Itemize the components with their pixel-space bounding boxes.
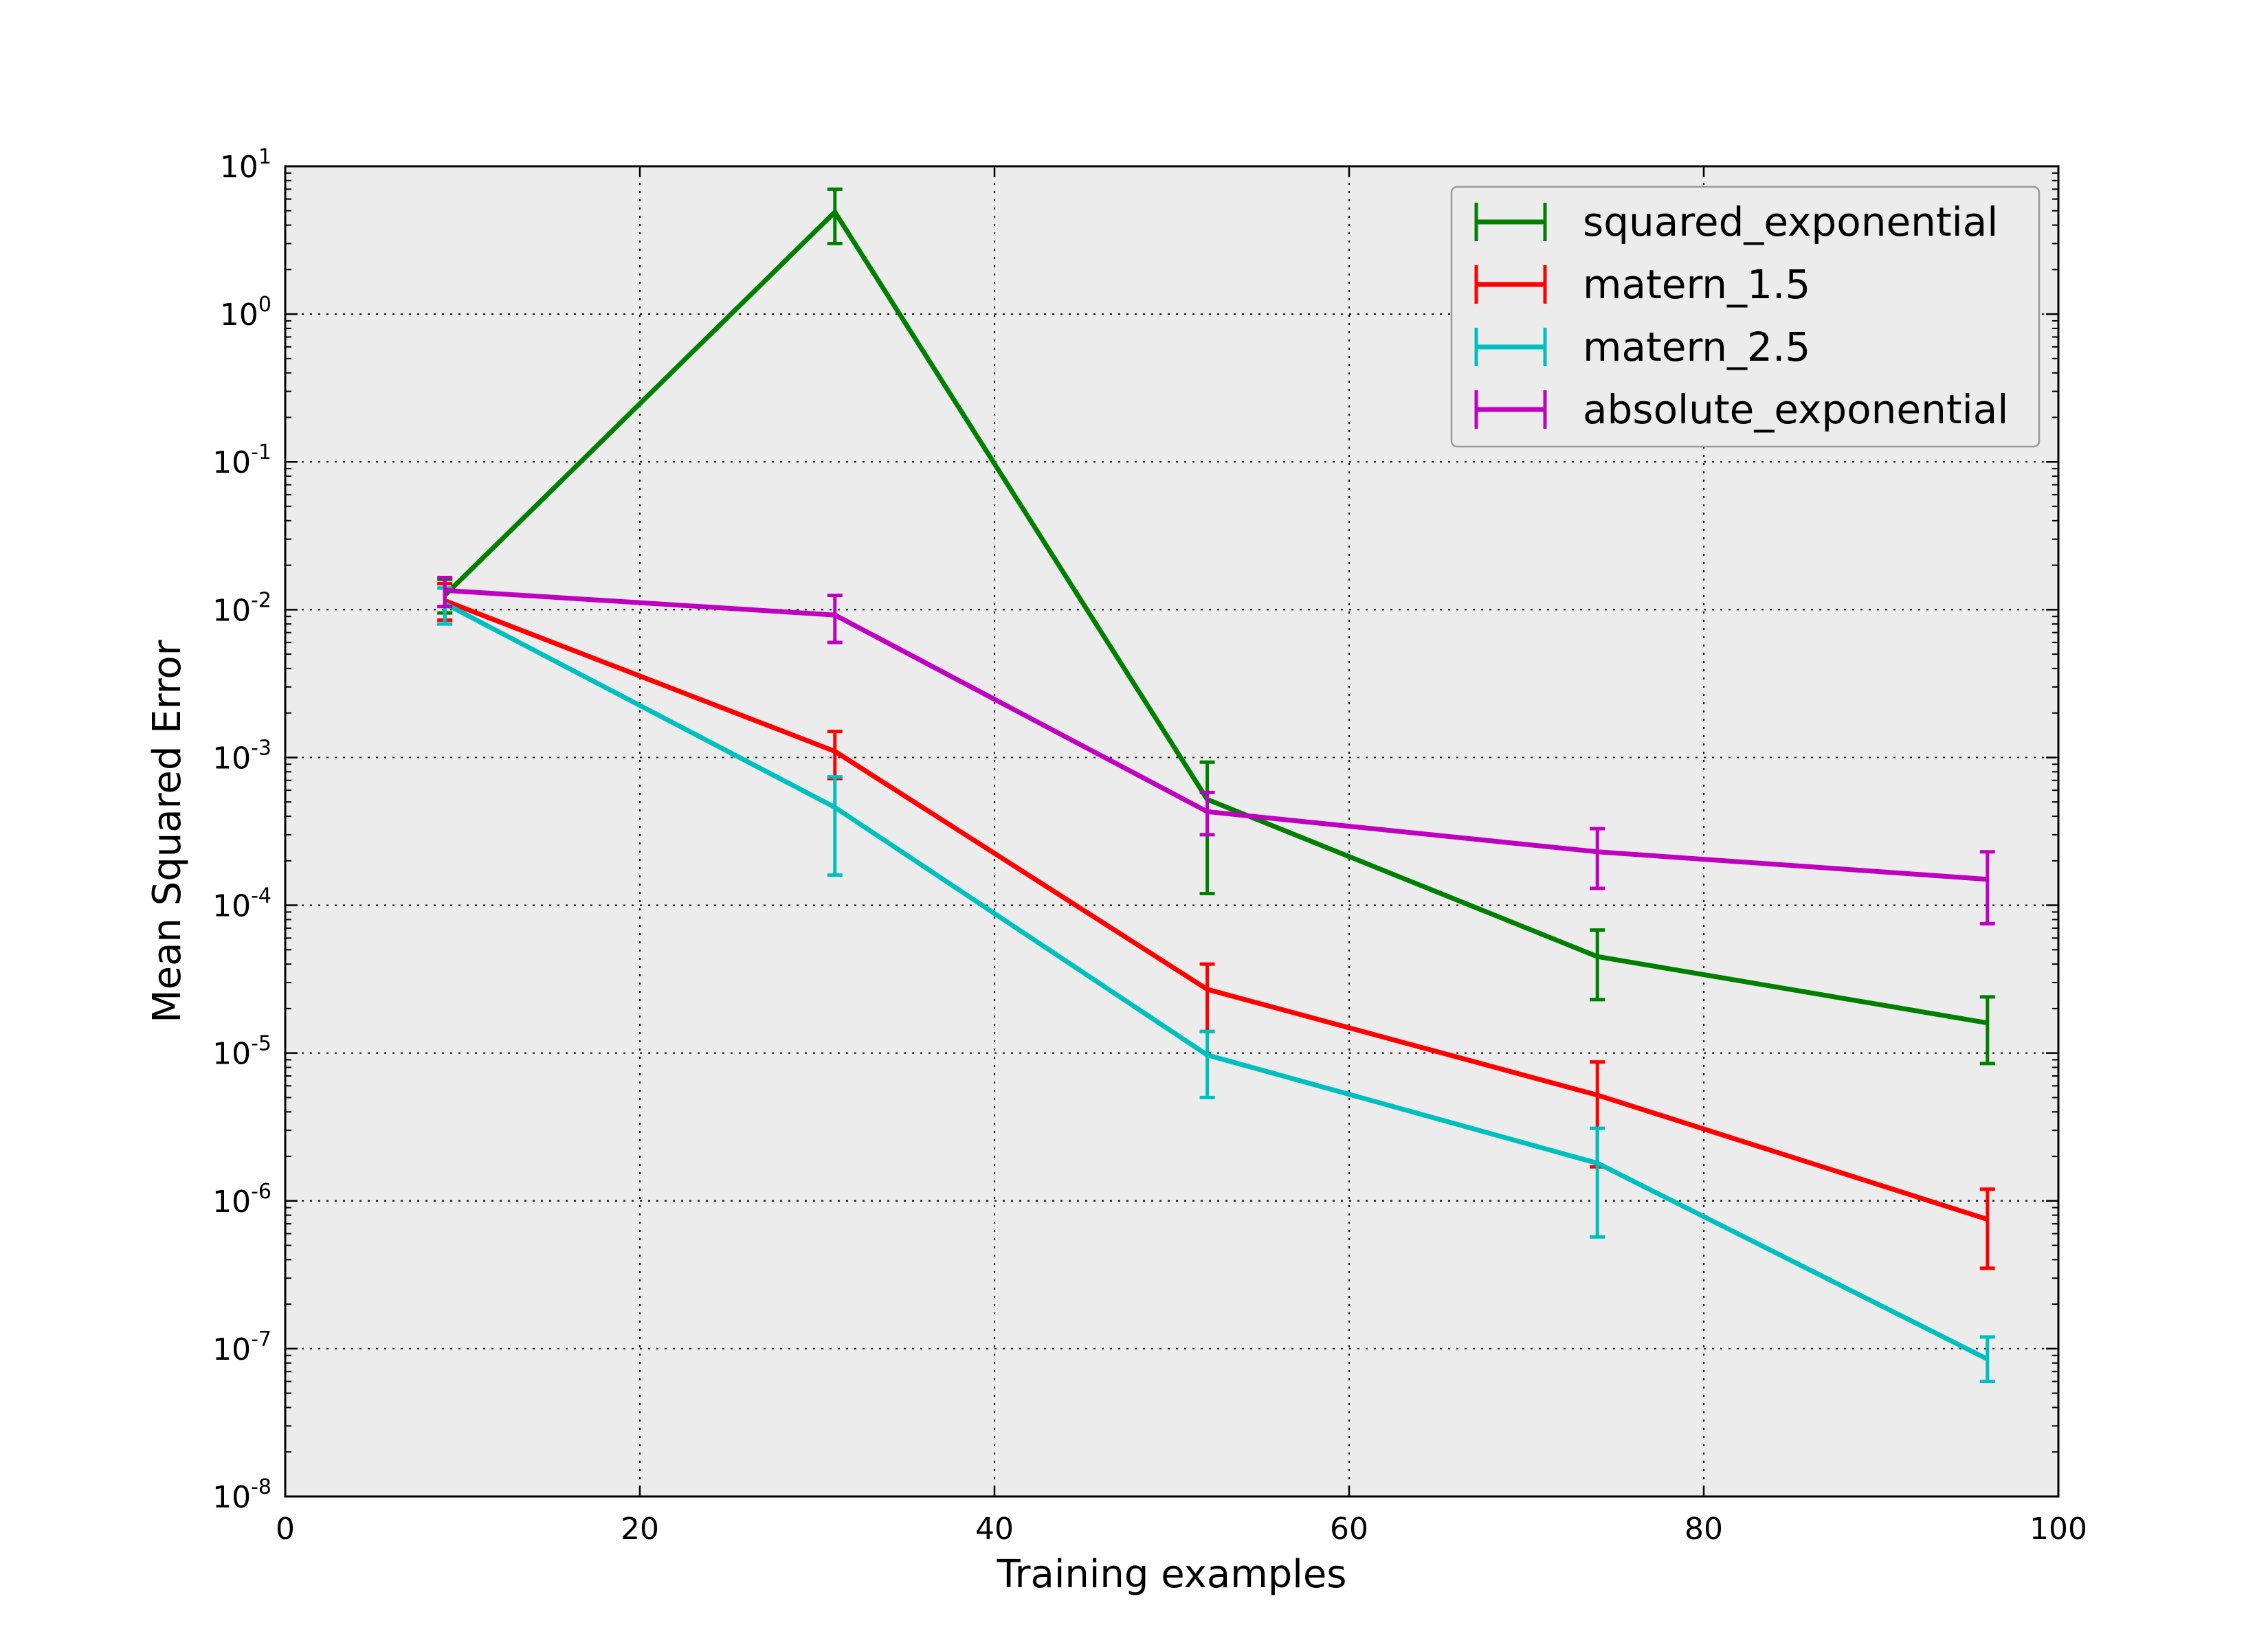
y-tick-label: 100	[220, 293, 271, 333]
legend-entries: squared_exponential matern_1.5 matern_2.5a…	[1474, 199, 2008, 433]
series-matern_2.5	[437, 586, 1995, 1384]
y-tick-label: 10-8	[212, 1475, 271, 1515]
legend: squared_exponential matern_1.5 matern_2.5a…	[1450, 186, 2041, 448]
series-layer	[437, 187, 1995, 1384]
legend-box	[1450, 186, 2041, 448]
y-tick-label: 101	[220, 145, 271, 185]
legend-item: matern_2.5	[1474, 324, 1810, 370]
y-tick-label: 10-6	[212, 1180, 271, 1220]
legend-label: squared_exponential	[1583, 199, 1998, 245]
x-tick-label: 20	[621, 1512, 659, 1547]
series-absolute_exponential	[437, 576, 1995, 926]
x-tick-label: 40	[975, 1512, 1014, 1547]
legend-item: matern_1.5	[1474, 261, 1810, 308]
x-tick-label: 0	[276, 1512, 295, 1547]
y-axis-label: Mean Squared Error	[145, 639, 190, 1022]
legend-label: matern_2.5	[1583, 324, 1810, 370]
x-tick-label: 100	[2030, 1512, 2087, 1547]
y-tick-label: 10-4	[212, 884, 271, 924]
y-tick-label: 10-3	[212, 736, 271, 776]
y-tick-label: 10-1	[212, 440, 271, 480]
y-tick-label: 10-2	[212, 588, 271, 628]
x-tick-labels: 0 20 40 60 80 100	[276, 1512, 2087, 1547]
legend-item: absolute_exponential	[1474, 386, 2008, 433]
legend-label: matern_1.5	[1583, 261, 1810, 308]
legend-item: squared_exponential	[1474, 199, 1998, 245]
y-tick-label: 10-5	[212, 1032, 271, 1072]
y-tick-labels: 10-8 10-7 10-6 10-5 10-4 10-3 10-2 10-1 100 101	[212, 145, 271, 1515]
x-tick-label: 80	[1685, 1512, 1723, 1547]
y-tick-label: 10-7	[212, 1327, 271, 1367]
x-tick-label: 60	[1330, 1512, 1368, 1547]
legend-label: absolute_exponential	[1583, 386, 2008, 433]
plot-frame	[284, 165, 2060, 1498]
x-axis-label: Training examples	[997, 1552, 1347, 1597]
